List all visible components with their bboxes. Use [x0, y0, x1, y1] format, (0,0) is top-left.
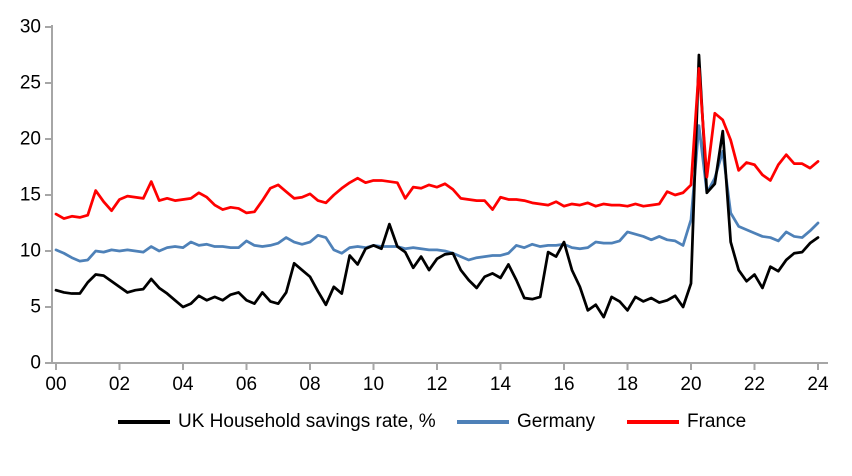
- x-tick-label: 04: [172, 374, 194, 395]
- x-tick-label: 00: [45, 374, 66, 395]
- uk-line-swatch: [118, 420, 170, 424]
- x-tick-label: 08: [299, 374, 320, 395]
- y-tick-label: 10: [20, 241, 41, 262]
- x-tick-label: 14: [490, 374, 512, 395]
- y-tick-label: 20: [20, 129, 41, 150]
- x-tick-label: 16: [553, 374, 574, 395]
- y-tick-label: 5: [30, 297, 41, 318]
- germany-line-swatch: [457, 420, 509, 424]
- france-line-swatch: [627, 420, 679, 424]
- legend-label-germany: Germany: [517, 411, 596, 432]
- y-tick-label: 30: [20, 17, 41, 38]
- y-tick-label: 15: [20, 185, 41, 206]
- chart-legend: UK Household savings rate, % Germany Fra…: [0, 407, 852, 437]
- x-tick-label: 02: [109, 374, 130, 395]
- plot-svg: 0 5 10 15 20 25 30 00 02 04 06 08 10 12 14 16 18 20 22 24: [20, 17, 829, 396]
- x-tick-label: 10: [363, 374, 384, 395]
- x-tick-label: 18: [617, 374, 638, 395]
- legend-label-france: France: [687, 411, 747, 432]
- series-line-uk-household-savings-rate: [54, 53, 820, 319]
- legend-item-france: France: [627, 407, 746, 437]
- x-tick-label: 12: [426, 374, 447, 395]
- legend-item-uk: UK Household savings rate, %: [118, 407, 436, 437]
- x-tick-label: 22: [744, 374, 765, 395]
- legend-item-germany: Germany: [457, 407, 595, 437]
- y-tick-label: 0: [30, 353, 41, 374]
- y-tick-label: 25: [20, 73, 41, 94]
- legend-label-uk: UK Household savings rate, %: [178, 411, 436, 432]
- x-tick-label: 20: [680, 374, 701, 395]
- x-tick-label: 06: [236, 374, 257, 395]
- x-tick-label: 24: [807, 374, 829, 395]
- series-line-france: [54, 67, 820, 220]
- series-line-germany: [54, 124, 820, 263]
